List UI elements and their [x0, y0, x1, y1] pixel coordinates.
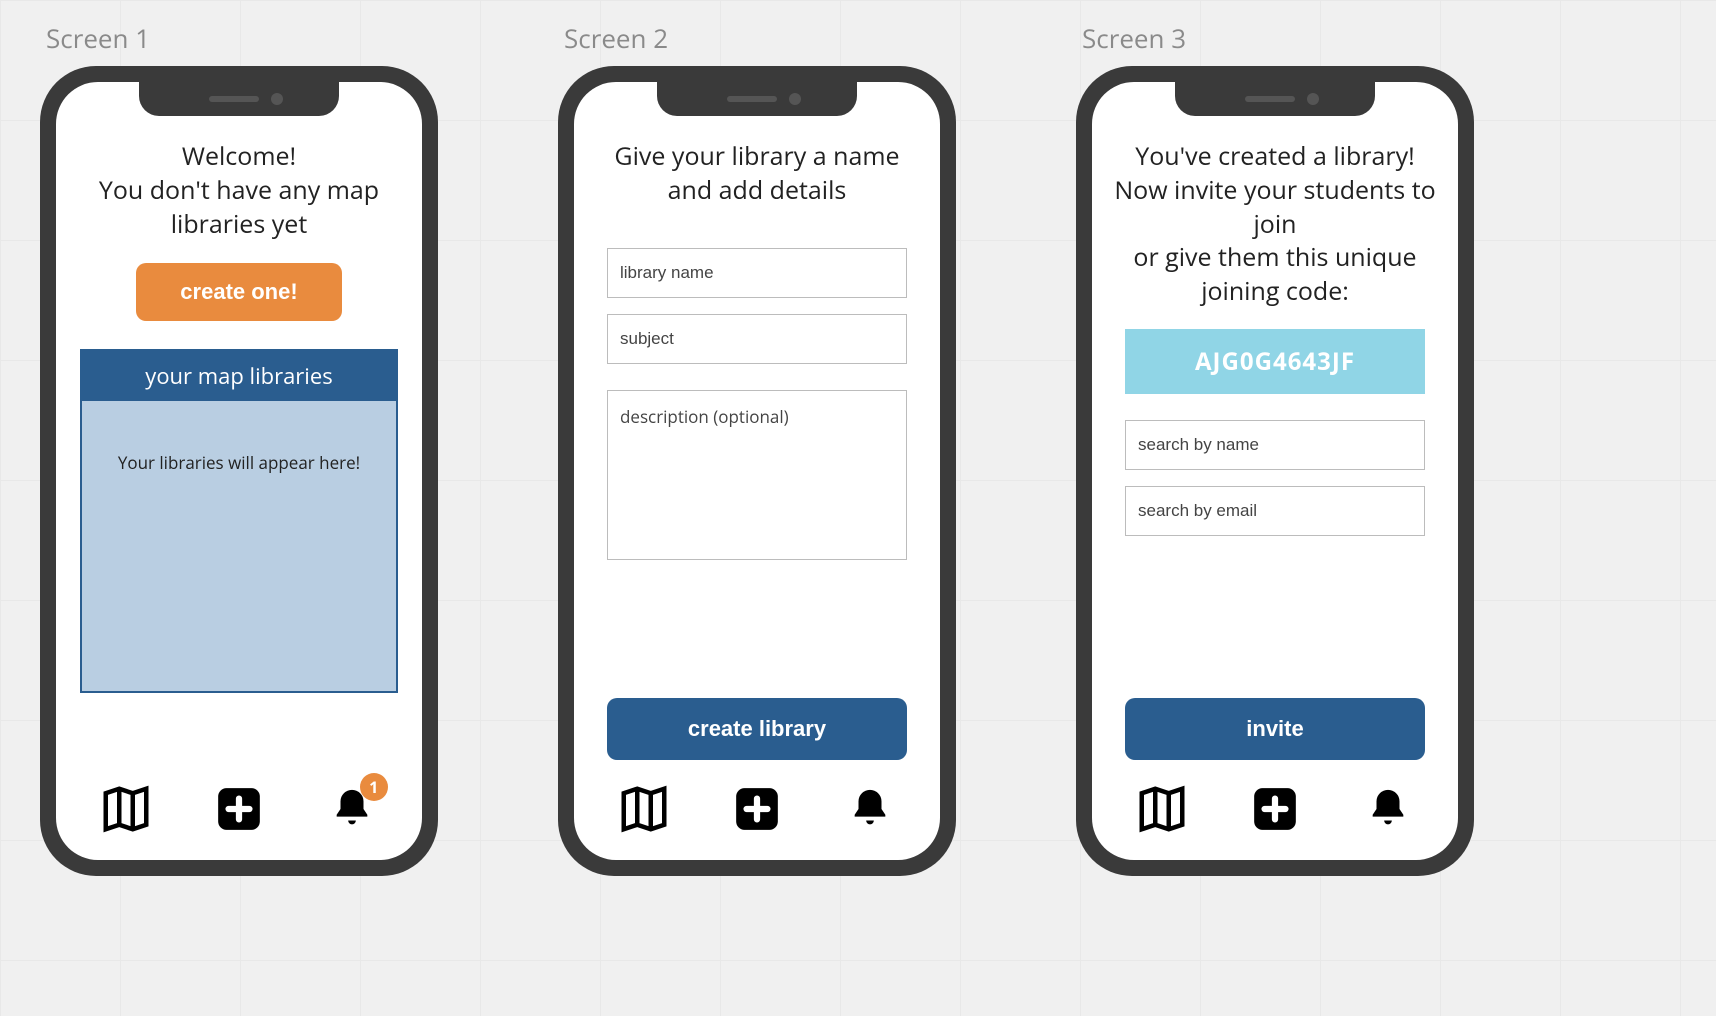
welcome-headline: Welcome! You don't have any map librarie… — [76, 140, 402, 241]
notch — [1175, 82, 1375, 116]
notification-badge: 1 — [360, 773, 388, 801]
invite-form — [1125, 420, 1425, 536]
nav-map-button[interactable] — [614, 779, 674, 839]
libraries-panel: your map libraries Your libraries will a… — [80, 349, 398, 693]
plus-icon — [214, 784, 264, 834]
screen-2-col: Screen 2 Give your library a name and ad… — [558, 20, 956, 876]
create-one-button[interactable]: create one! — [136, 263, 341, 321]
library-name-input[interactable] — [607, 248, 907, 298]
bell-icon — [1365, 786, 1411, 832]
plus-icon — [1250, 784, 1300, 834]
bell-icon — [847, 786, 893, 832]
screen-1-col: Screen 1 Welcome! You don't have any map… — [40, 20, 438, 876]
notch — [657, 82, 857, 116]
subject-input[interactable] — [607, 314, 907, 364]
map-icon — [617, 782, 671, 836]
bottom-nav: 1 — [56, 770, 422, 860]
invite-headline: You've created a library! Now invite you… — [1112, 140, 1438, 309]
libraries-panel-header: your map libraries — [82, 351, 396, 401]
screen-1-label: Screen 1 — [46, 20, 438, 56]
map-icon — [1135, 782, 1189, 836]
description-textarea[interactable] — [607, 390, 907, 560]
nav-map-button[interactable] — [1132, 779, 1192, 839]
nav-add-button[interactable] — [1245, 779, 1305, 839]
bottom-nav — [574, 770, 940, 860]
screen-2-content: Give your library a name and add details… — [574, 82, 940, 770]
library-form — [607, 248, 907, 560]
screen-3-col: Screen 3 You've created a library! Now i… — [1076, 20, 1474, 876]
nav-bell-button[interactable]: 1 — [322, 779, 382, 839]
screen-1-content: Welcome! You don't have any map librarie… — [56, 82, 422, 770]
libraries-panel-body: Your libraries will appear here! — [82, 401, 396, 691]
nav-bell-button[interactable] — [1358, 779, 1418, 839]
bottom-nav — [1092, 770, 1458, 860]
notch — [139, 82, 339, 116]
invite-button[interactable]: invite — [1125, 698, 1425, 760]
map-icon — [99, 782, 153, 836]
nav-map-button[interactable] — [96, 779, 156, 839]
nav-add-button[interactable] — [209, 779, 269, 839]
joining-code: AJG0G4643JF — [1125, 329, 1425, 394]
phone-frame-2: Give your library a name and add details… — [558, 66, 956, 876]
nav-add-button[interactable] — [727, 779, 787, 839]
screen-3-content: You've created a library! Now invite you… — [1092, 82, 1458, 770]
phone-frame-3: You've created a library! Now invite you… — [1076, 66, 1474, 876]
phone-screen-1: Welcome! You don't have any map librarie… — [56, 82, 422, 860]
phone-frame-1: Welcome! You don't have any map librarie… — [40, 66, 438, 876]
search-by-name-input[interactable] — [1125, 420, 1425, 470]
plus-icon — [732, 784, 782, 834]
screen-3-label: Screen 3 — [1082, 20, 1474, 56]
screen-2-label: Screen 2 — [564, 20, 956, 56]
phone-screen-3: You've created a library! Now invite you… — [1092, 82, 1458, 860]
search-by-email-input[interactable] — [1125, 486, 1425, 536]
library-form-headline: Give your library a name and add details — [594, 140, 920, 208]
create-library-button[interactable]: create library — [607, 698, 907, 760]
nav-bell-button[interactable] — [840, 779, 900, 839]
phone-screen-2: Give your library a name and add details… — [574, 82, 940, 860]
